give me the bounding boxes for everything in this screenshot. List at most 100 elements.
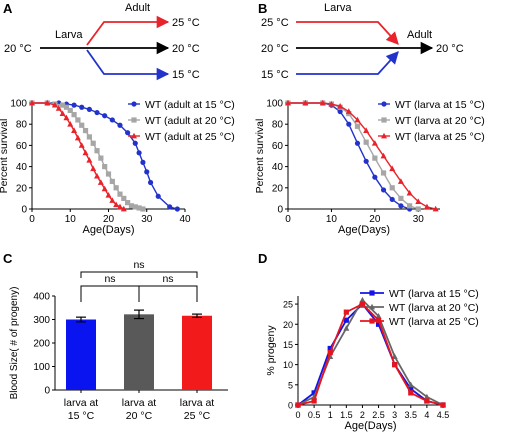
chart-a-series-1-point (117, 191, 123, 197)
chart-a-series-0-point (86, 106, 92, 112)
chart-b-legend-0-marker (381, 101, 387, 107)
chart-b-x-tick-label: 20 (369, 214, 381, 225)
chart-d-series-0-line (297, 302, 444, 406)
chart-a-series-0-point (94, 109, 100, 116)
chart-b-x-tick-label: 10 (326, 214, 338, 225)
chart-d-series-0-point (408, 386, 414, 392)
chart-d-series-2-point (440, 402, 446, 408)
diagram-a-arrow-15 (86, 49, 170, 81)
diagram-b-start-temp-20: 20 °C (261, 43, 289, 55)
chart-a-series-0-point (140, 159, 146, 165)
chart-a-series-0-point (174, 206, 180, 212)
chart-b-series-2-point (389, 165, 396, 172)
chart-b-series-2-point (337, 102, 344, 109)
chart-a-series-2-point (94, 172, 101, 179)
chart-a-x-tick-label: 30 (141, 214, 153, 225)
chart-b-legend-2-label: WT (larva at 25 °C) (395, 131, 485, 143)
chart-b-series-1-point (389, 185, 395, 191)
brood-size-bar-chart: 0 100 200 300 400 Blood Size( # of progeny) la… (9, 259, 228, 422)
chart-a-series-1-point (121, 195, 127, 201)
chart-a-series-2-point (109, 197, 116, 203)
chart-d-y-tick-label: 0 (288, 401, 293, 411)
chart-a-series-2-point (97, 179, 104, 185)
chart-b-x-axis-label: Age(Days) (338, 224, 390, 236)
chart-a-legend-2-label: WT (adult at 25 °C) (145, 131, 235, 143)
chart-a-series-1-point (128, 203, 135, 209)
chart-b-series-1-point (372, 155, 378, 161)
chart-b-series-1-point (398, 195, 404, 201)
chart-b-series-1-point (407, 203, 413, 209)
chart-a-y-tick-label: 60 (16, 141, 28, 152)
chart-b-series-2-point (345, 108, 352, 114)
chart-b-y-tick-label: 0 (277, 205, 283, 216)
diagram-b-branch-label: Adult (407, 29, 432, 41)
chart-a-x-axis-label: Age(Days) (83, 224, 135, 236)
chart-a-legend-0-marker (131, 101, 137, 107)
chart-a-series-1-point (79, 122, 85, 128)
chart-b-series-1-point (354, 123, 361, 129)
chart-a-y-tick-label: 0 (21, 205, 27, 216)
chart-a-series-1-point (75, 117, 81, 123)
diagram-b-arrow-25 (296, 21, 399, 45)
chart-d-x-axis-label: Age(Days) (345, 420, 397, 432)
bar-2-category-label: 25 °C (184, 410, 211, 422)
diagram-a-end-temp-20: 20 °C (172, 43, 200, 55)
chart-a-series-2-point (90, 165, 97, 172)
panel-letter-c: C (3, 251, 13, 266)
chart-a-x-tick-label: 20 (103, 214, 115, 225)
bar-chart-y-tick-label: 300 (33, 315, 50, 326)
chart-a-legend-2-marker (131, 132, 137, 139)
chart-d-series-1-point (423, 393, 430, 400)
chart-a-series-1-point (132, 204, 138, 210)
chart-d-x-tick-label: 1.5 (340, 410, 353, 420)
diagram-b-start-temp-15: 15 °C (261, 69, 289, 81)
chart-a-series-2-point (63, 114, 70, 121)
chart-b-series-0-line (288, 102, 410, 210)
chart-d-series-1-point (359, 296, 366, 303)
diagram-a-start-temp: 20 °C (4, 43, 32, 55)
survival-chart-b: 0 20 40 60 80 100 0 10 20 30 Age(Days) Percent surv… (254, 99, 485, 237)
chart-a-series-2-point (120, 205, 127, 212)
diagram-a: 20 °C Larva Adult 25 °C 20 °C 15 °C (4, 2, 200, 81)
chart-d-legend-1-label: WT (larva at 20 °C) (389, 302, 479, 314)
chart-d-series-2-line (297, 303, 444, 406)
progeny-distribution-chart: 0 5 10 15 20 25 0 0.5 1 1.5 2 2.5 3 3.5 4 4.5 Age(Days)%… (265, 288, 479, 432)
chart-d-legend-0-marker (369, 290, 375, 296)
chart-a-series-2-point (51, 101, 58, 108)
chart-d-series-2-point (408, 390, 414, 396)
chart-b-series-1-point (380, 170, 387, 176)
chart-d-series-2-point (295, 402, 301, 408)
chart-b-series-1-point (363, 139, 369, 145)
chart-a-x-tick-label: 10 (65, 214, 77, 225)
chart-b-series-0-point (354, 140, 361, 146)
chart-d-series-1-point (391, 353, 398, 359)
bar-1-category-label: larva at (122, 397, 157, 409)
bar-chart-y-tick-label: 0 (44, 386, 50, 397)
bar-1-category-label: 20 °C (126, 410, 153, 422)
chart-a-series-1-point (136, 205, 142, 211)
chart-a-series-0-point (117, 122, 123, 128)
chart-b-y-tick-label: 60 (272, 141, 284, 152)
chart-a-y-tick-label: 40 (16, 162, 28, 173)
chart-d-x-tick-label: 4 (424, 410, 429, 420)
chart-b-series-0-point (389, 196, 395, 203)
diagram-a-end-temp-25: 25 °C (172, 17, 200, 29)
chart-a-y-tick-label: 100 (10, 99, 27, 110)
chart-a-series-2-point (86, 157, 93, 163)
chart-d-x-tick-label: 3.5 (405, 410, 418, 420)
diagram-b-end-temp: 20 °C (436, 43, 464, 55)
significance-bracket-0 (80, 285, 140, 302)
chart-d-x-tick-label: 3 (392, 410, 397, 420)
chart-d-series-0-point (343, 317, 349, 323)
chart-b-series-2-point (363, 127, 370, 133)
diagram-b-arrow-15 (296, 51, 399, 75)
significance-label-0: ns (104, 273, 115, 285)
chart-d-y-tick-label: 25 (283, 300, 293, 310)
chart-a-series-1-point (71, 112, 77, 118)
chart-d-legend-0-label: WT (larva at 15 °C) (389, 288, 479, 300)
chart-a-legend-1-label: WT (adult at 20 °C) (145, 115, 235, 127)
chart-a-series-1-point (86, 134, 92, 140)
chart-b-y-tick-label: 20 (272, 183, 284, 194)
survival-chart-a: 0 20 40 60 80 100 0 10 20 30 40 Age(Days) Percent su… (0, 99, 235, 237)
